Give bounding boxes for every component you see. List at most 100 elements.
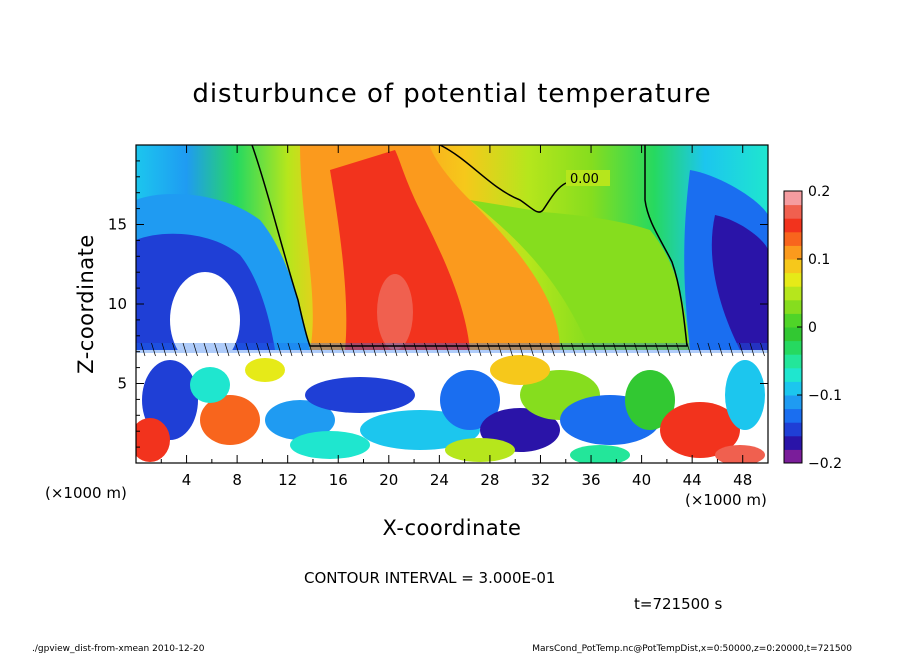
field-blob-17 <box>245 358 285 382</box>
contour-label-bg <box>566 170 610 186</box>
field-blob-3 <box>265 400 335 440</box>
field-interface-mark-18 <box>329 342 335 357</box>
time-note: t=721500 s <box>634 595 722 613</box>
x-tick-label-1: 8 <box>232 471 242 489</box>
field-interface-mark-10 <box>245 342 251 357</box>
colorbar-tick-label-3: 0.1 <box>808 252 830 268</box>
footer-left-note: ./gpview_dist-from-xmean 2010-12-20 <box>32 644 205 654</box>
colorbar-swatch-14 <box>784 259 802 274</box>
field-interface-mark-23 <box>382 342 387 357</box>
colorbar-swatch-18 <box>784 204 802 219</box>
field-interface-mark-25 <box>403 342 408 357</box>
field-interface-mark-40 <box>560 342 566 357</box>
y-tick-label-2: 15 <box>108 216 127 234</box>
colorbar-swatch-11 <box>784 299 802 314</box>
field-interface-mark-52 <box>686 342 692 357</box>
field-interface-mark-21 <box>361 342 366 357</box>
colorbar-tick-label-4: 0.2 <box>808 184 830 200</box>
field-blob-4 <box>305 377 415 413</box>
y-tick-label-0: 5 <box>117 375 127 393</box>
field-interface-mark-44 <box>602 342 608 357</box>
colorbar-swatch-6 <box>784 367 802 382</box>
field-interface-mark-9 <box>235 342 240 357</box>
x-axis-ticks: 4 8 12 16 20 24 28 32 36 40 44 48 <box>160 145 752 489</box>
colorbar-swatch-7 <box>784 354 802 369</box>
zero-contour-line <box>251 145 688 347</box>
field-interface-mark-13 <box>277 342 282 357</box>
field-interface-mark-1 <box>151 342 156 357</box>
colorbar-swatch-9 <box>784 327 802 342</box>
colorbar-swatch-13 <box>784 272 802 287</box>
colorbar <box>783 190 803 464</box>
field-interface-mark-8 <box>224 342 230 357</box>
heatmap-field <box>136 145 768 463</box>
field-interface-mark-53 <box>697 342 702 357</box>
field-interface-mark-29 <box>445 342 450 357</box>
field-interface-mark-17 <box>319 342 324 357</box>
field-interface-mark-57 <box>739 342 744 357</box>
field-interface-mark-31 <box>466 342 471 357</box>
colorbar-swatch-5 <box>784 381 802 396</box>
field-interface-mark-22 <box>371 342 377 357</box>
field-interface-mark-4 <box>182 342 188 357</box>
footer-right-note: MarsCond_PotTemp.nc@PotTempDist,x=0:5000… <box>532 644 852 654</box>
field-interface-mark-39 <box>550 342 555 357</box>
field-green-right <box>470 200 690 350</box>
field-white-dome <box>170 272 240 368</box>
colorbar-swatch-1 <box>784 435 802 450</box>
x-unit-note-left: (×1000 m) <box>45 484 127 502</box>
field-interface-mark-41 <box>571 342 576 357</box>
x-tick-label-11: 48 <box>733 471 752 489</box>
field-blob-14 <box>290 431 370 459</box>
colorbar-swatch-19 <box>784 191 802 206</box>
field-interface-mark-28 <box>434 342 440 357</box>
field-blob-15 <box>445 438 515 462</box>
field-blob-1 <box>200 395 260 445</box>
field-blob-6 <box>440 370 500 430</box>
field-blob-18 <box>490 355 550 385</box>
x-tick-label-5: 24 <box>430 471 449 489</box>
field-blob-10 <box>625 370 675 430</box>
field-interface-mark-6 <box>203 342 209 357</box>
colorbar-swatch-0 <box>784 449 802 464</box>
colorbar-tick-label-1: −0.1 <box>808 388 842 404</box>
field-interface-mark-45 <box>613 342 618 357</box>
field-interface-mark-32 <box>476 342 482 357</box>
field-hot-spot <box>377 274 413 350</box>
field-interface-mark-36 <box>518 342 524 357</box>
field-blob-19 <box>715 445 765 463</box>
zero-contour-line-2 <box>439 145 567 213</box>
y-axis-label: Z-coordinate <box>74 234 98 374</box>
field-interface-mark-37 <box>529 342 534 357</box>
field-interface-mark-46 <box>623 342 629 357</box>
field-interface-mark-27 <box>424 342 429 357</box>
field-interface-mark-48 <box>644 342 650 357</box>
x-tick-label-4: 20 <box>379 471 398 489</box>
field-interface-mark-0 <box>140 342 146 357</box>
field-interface-mark-30 <box>455 342 461 357</box>
contour-label: 0.00 <box>570 172 599 187</box>
x-tick-label-7: 32 <box>531 471 550 489</box>
field-interface-mark-34 <box>497 342 503 357</box>
x-tick-label-0: 4 <box>182 471 192 489</box>
field-interface-mark-7 <box>214 342 219 357</box>
colorbar-swatch-3 <box>784 408 802 423</box>
field-interface-mark-42 <box>581 342 587 357</box>
x-tick-label-3: 16 <box>329 471 348 489</box>
y-tick-label-1: 10 <box>108 295 127 313</box>
field-interface-mark-19 <box>340 342 345 357</box>
field-interface-mark-11 <box>256 342 261 357</box>
x-axis-label: X-coordinate <box>383 516 522 540</box>
field-blob-11 <box>660 402 740 458</box>
field-interface-mark-20 <box>350 342 356 357</box>
colorbar-swatch-2 <box>784 422 802 437</box>
field-interface-mark-51 <box>676 342 681 357</box>
field-colder-right <box>711 215 768 350</box>
x-unit-note-right: (×1000 m) <box>685 491 767 509</box>
y-axis-ticks: 5 10 15 <box>108 160 768 448</box>
field-interface-mark-12 <box>266 342 272 357</box>
colorbar-swatch-10 <box>784 313 802 328</box>
field-interface-mark-33 <box>487 342 492 357</box>
